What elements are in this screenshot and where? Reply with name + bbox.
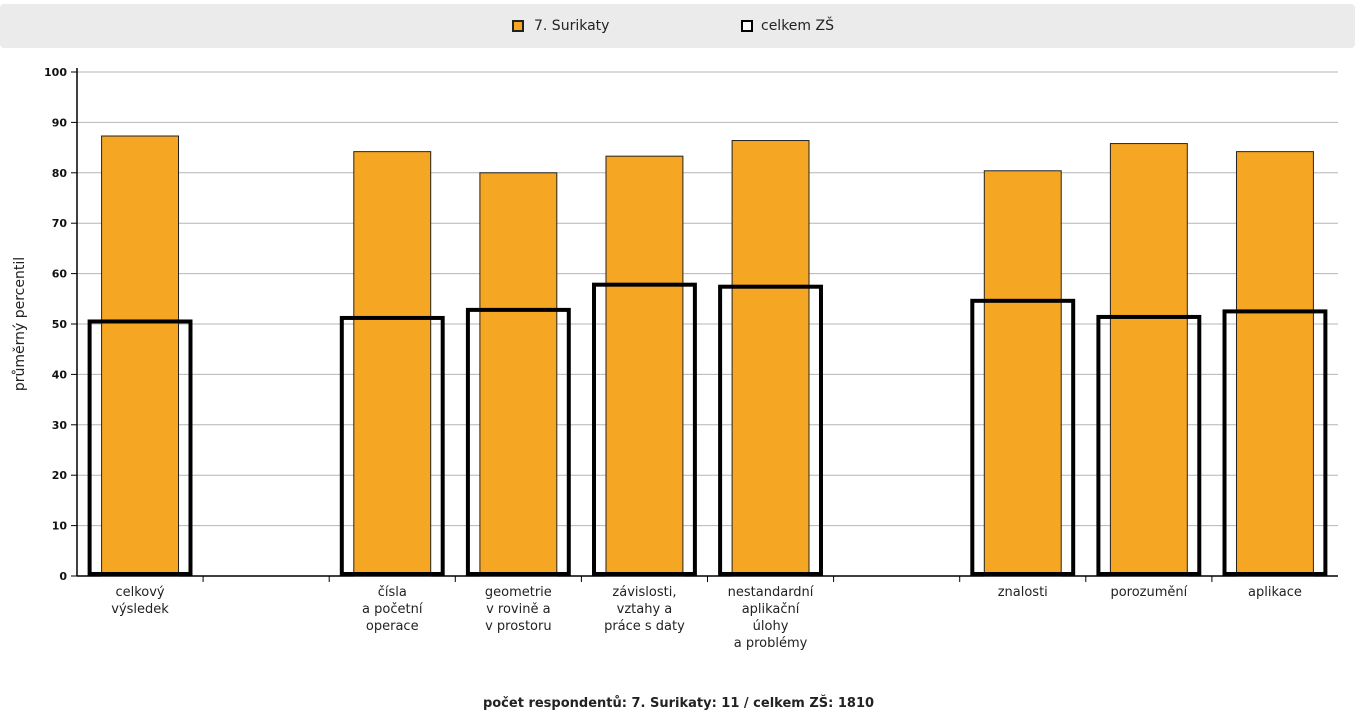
legend-label-series2: celkem ZŠ [761, 18, 834, 34]
x-tick-label: čísla a početní operace [362, 585, 423, 634]
bar-celkem-zs [339, 315, 445, 576]
x-tick-label: celkový výsledek [111, 585, 169, 617]
y-tick-label: 80 [52, 167, 68, 180]
bar-celkem-zs [1096, 314, 1202, 576]
x-tick-label: aplikace [1248, 585, 1302, 600]
bar-celkem-zs [1222, 309, 1328, 576]
x-tick-label: závislosti, vztahy a práce s daty [604, 585, 685, 634]
y-tick-label: 70 [52, 217, 68, 230]
legend-swatch-outline-icon [741, 20, 753, 32]
y-tick-label: 30 [52, 419, 68, 432]
y-tick-label: 60 [52, 268, 68, 281]
bar-surikaty [731, 140, 810, 577]
bar-surikaty [605, 155, 684, 577]
bar-celkem-zs [87, 319, 193, 577]
y-tick-label: 90 [52, 116, 68, 129]
y-tick-label: 10 [52, 520, 68, 533]
y-tick-label: 100 [44, 66, 67, 79]
legend-swatch-filled-icon [512, 20, 524, 32]
bar-surikaty [1235, 151, 1314, 577]
x-tick-label: znalosti [998, 585, 1048, 600]
x-tick-label: nestandardní aplikační úlohy a problémy [728, 585, 814, 651]
bar-chart: 0 10 20 30 40 50 60 70 80 90 100 celkový výsledek čís… [44, 66, 1338, 651]
bar-celkem-zs [970, 298, 1076, 576]
y-tick-label: 50 [52, 318, 68, 331]
bar-celkem-zs [718, 284, 823, 576]
y-tick-label: 0 [59, 570, 67, 583]
bar-surikaty [353, 151, 432, 577]
bar-surikaty [479, 172, 558, 577]
respondent-count-footer: počet respondentů: 7. Surikaty: 11 / cel… [482, 696, 875, 711]
bar-surikaty [101, 135, 180, 577]
bar-celkem-zs [465, 307, 571, 576]
legend-label-series1: 7. Surikaty [534, 18, 610, 34]
y-tick-label: 40 [52, 368, 68, 381]
bar-celkem-zs [592, 282, 697, 576]
y-tick-label: 20 [52, 469, 68, 482]
bar-surikaty [1109, 143, 1188, 577]
x-tick-label: porozumění [1110, 585, 1187, 600]
legend: 7. Surikaty celkem ZŠ [0, 4, 1355, 48]
bar-surikaty [983, 170, 1062, 577]
